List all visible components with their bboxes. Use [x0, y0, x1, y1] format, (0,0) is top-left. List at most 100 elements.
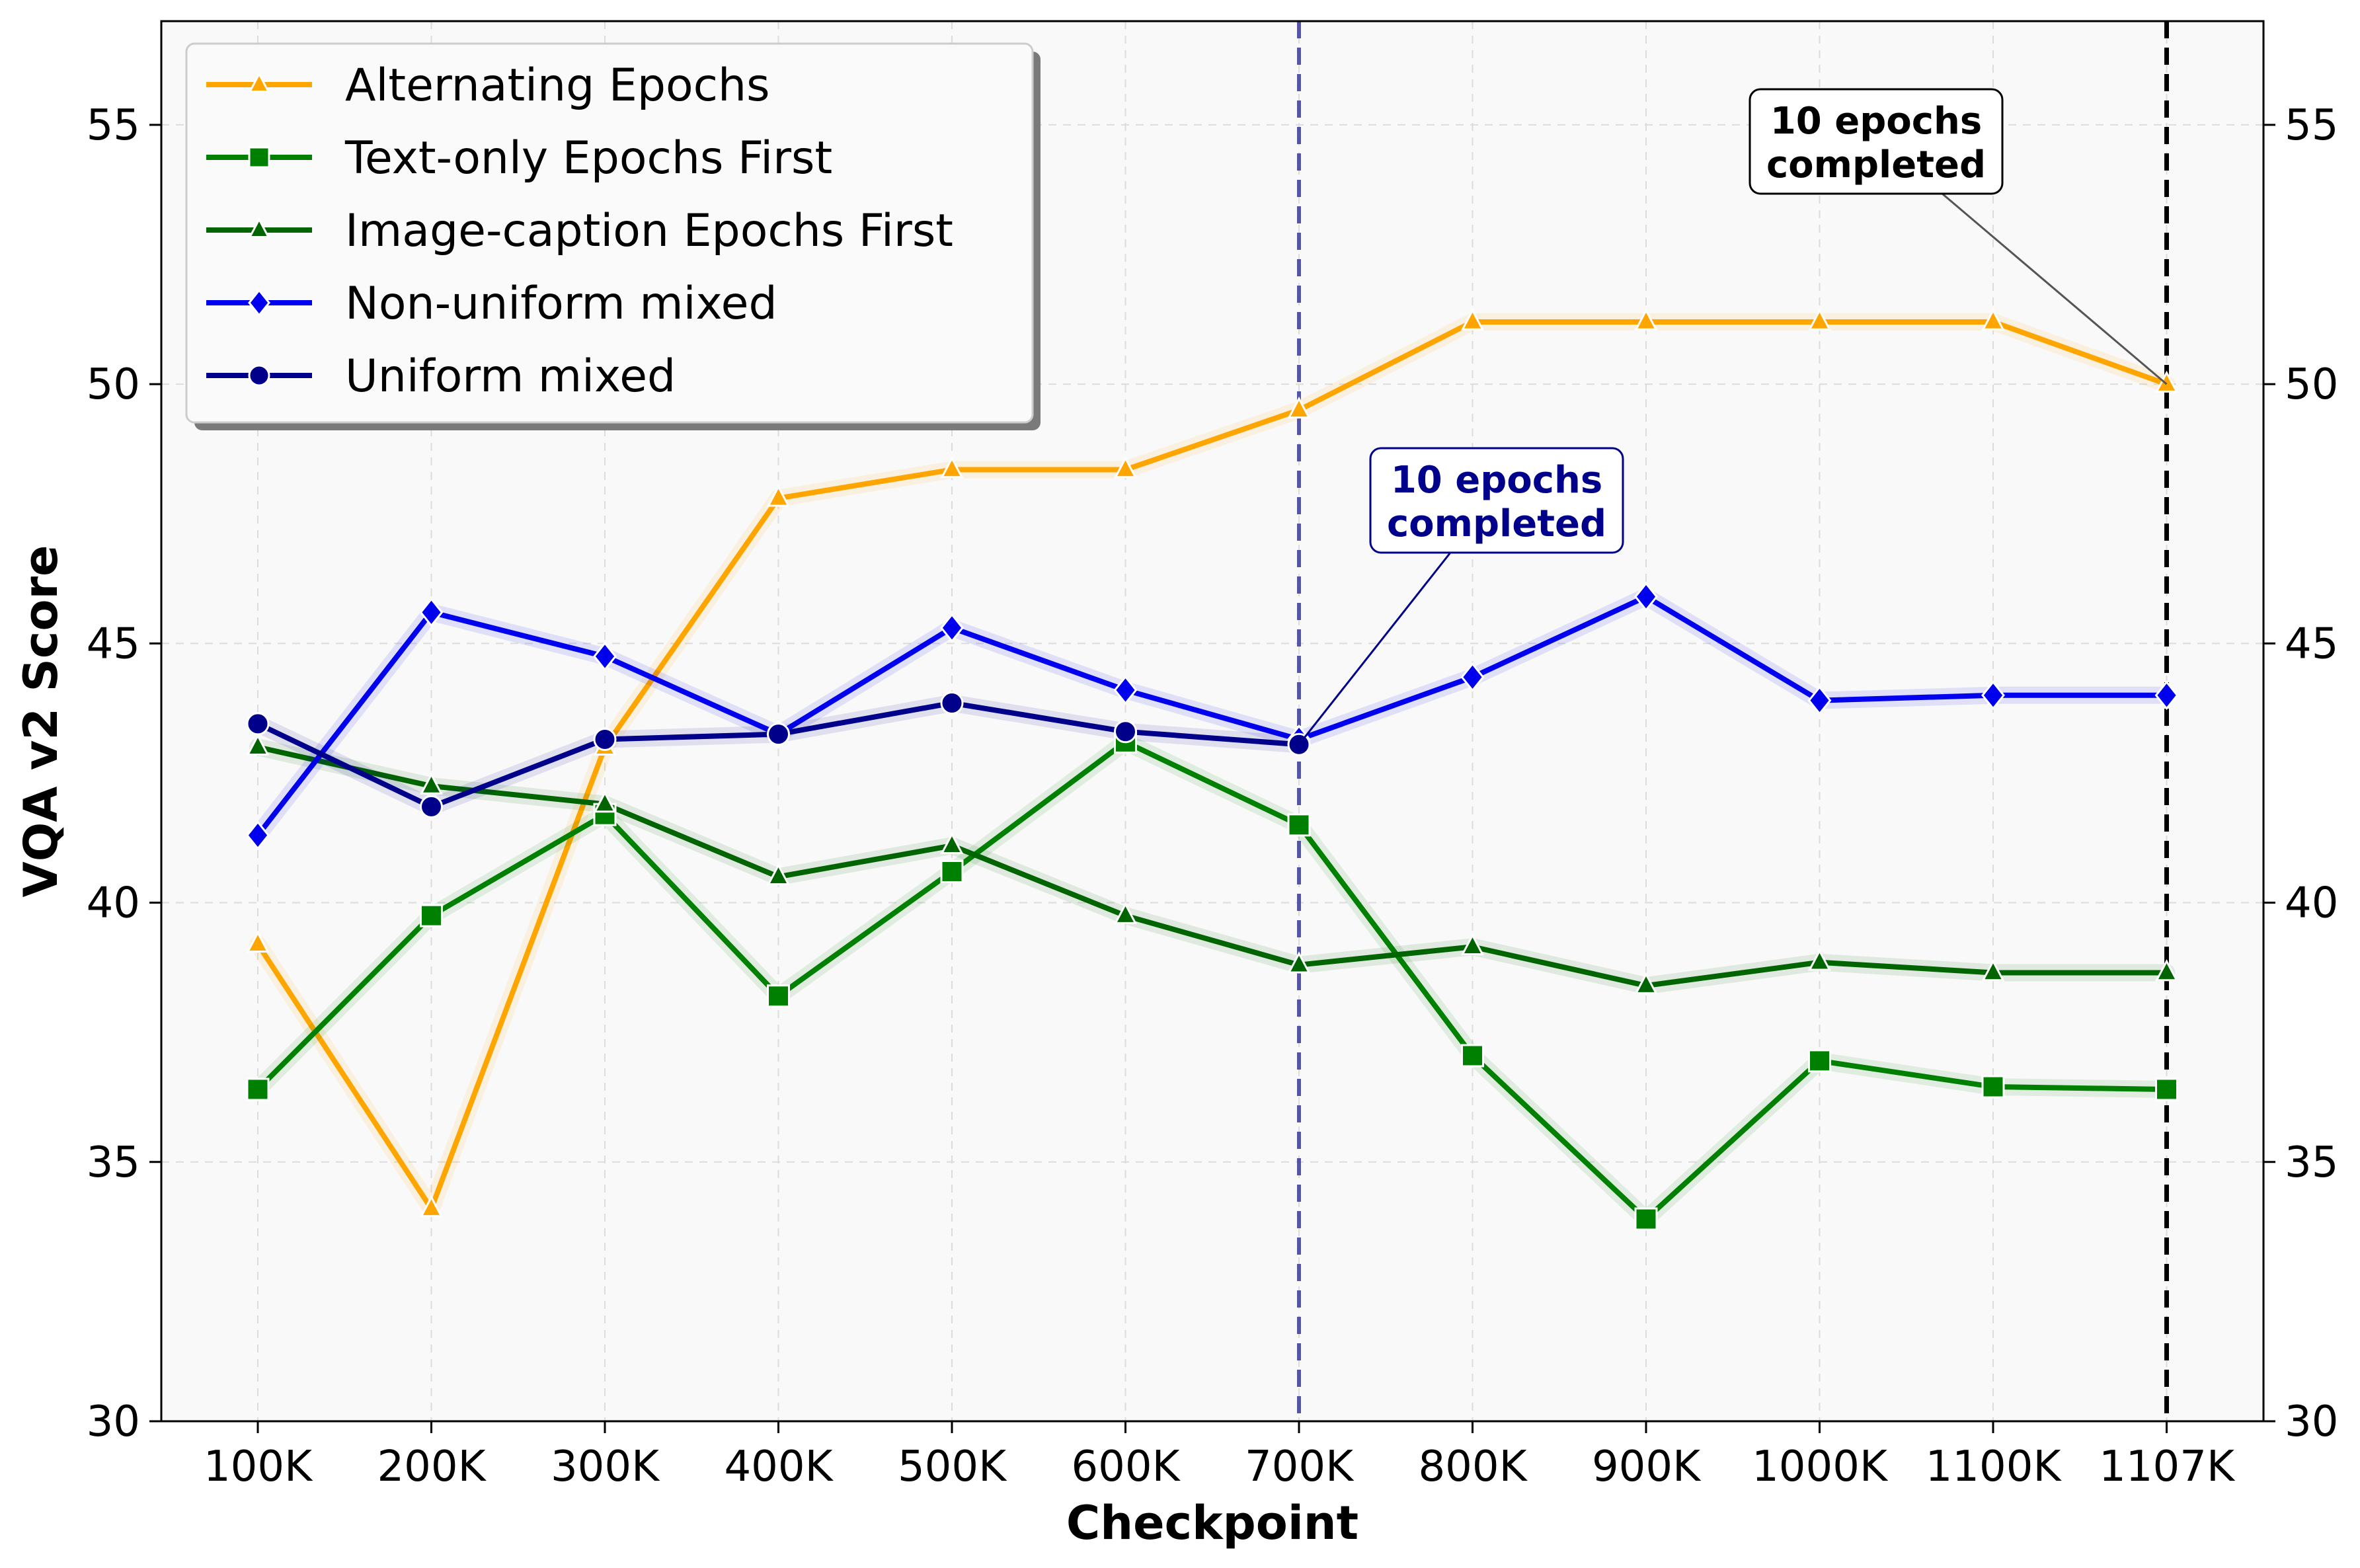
- y-tick-label-right: 35: [2285, 1138, 2338, 1187]
- legend-label: Alternating Epochs: [345, 59, 770, 112]
- data-point: [1981, 1075, 2005, 1099]
- reference-lines: [1297, 21, 2169, 1421]
- data-point: [1287, 396, 1311, 419]
- data-point: [419, 597, 444, 627]
- y-axis-ticks: 30 30 35 35 40 40 45 45 50 50 55 55: [87, 101, 2339, 1446]
- x-tick-label: 900K: [1592, 1442, 1702, 1491]
- data-point: [1287, 813, 1311, 837]
- data-point: [940, 456, 964, 479]
- data-point: [1808, 949, 1831, 971]
- data-point: [420, 795, 443, 818]
- data-point: [1981, 680, 2005, 711]
- legend-entry: Image-caption Epochs First: [206, 205, 953, 257]
- legend-label: Text-only Epochs First: [344, 132, 832, 184]
- y-tick-label: 40: [87, 879, 140, 928]
- data-point: [2154, 680, 2179, 711]
- legend-entry: Text-only Epochs First: [206, 132, 832, 184]
- y-tick-label-right: 40: [2285, 879, 2338, 928]
- y-tick-label: 50: [87, 360, 140, 409]
- data-point: [767, 485, 790, 507]
- legend-marker: [248, 71, 270, 93]
- legend-marker: [248, 217, 270, 238]
- data-point: [1634, 582, 1658, 612]
- y-axis-title: VQA v2 Score: [14, 545, 68, 898]
- x-tick-label: 400K: [724, 1442, 834, 1491]
- y-tick-label-right: 45: [2285, 619, 2338, 668]
- y-tick-label: 55: [87, 101, 140, 150]
- series-line: [255, 319, 2170, 1212]
- data-point: [593, 727, 617, 751]
- legend-entry: Alternating Epochs: [206, 59, 770, 112]
- annotation-line-1: 10 epochs: [1391, 459, 1602, 502]
- legend: Alternating Epochs Text-only Epochs First…: [185, 42, 1041, 430]
- x-tick-label: 200K: [377, 1442, 487, 1491]
- x-tick-label: 1107K: [2099, 1442, 2236, 1491]
- data-point: [420, 772, 443, 795]
- legend-label: Uniform mixed: [345, 350, 676, 403]
- data-point: [1114, 456, 1137, 479]
- legend-entry: Non-uniform mixed: [206, 278, 777, 330]
- data-point: [1461, 308, 1484, 331]
- y-tick-label-right: 50: [2285, 360, 2338, 409]
- annotation-box: [1369, 447, 1624, 554]
- data-point: [1634, 308, 1658, 331]
- x-tick-label: 600K: [1071, 1442, 1181, 1491]
- data-point: [940, 859, 964, 883]
- series-line: [255, 744, 2170, 989]
- x-tick-label: 500K: [898, 1442, 1007, 1491]
- data-point: [767, 863, 790, 886]
- annotation-line-1: 10 epochs: [1770, 100, 1982, 143]
- data-point: [940, 691, 964, 715]
- data-point: [246, 733, 270, 756]
- data-point: [940, 832, 964, 855]
- data-point: [767, 984, 790, 1008]
- data-point: [593, 641, 617, 672]
- x-tick-label: 700K: [1245, 1442, 1355, 1491]
- data-point: [940, 613, 964, 643]
- data-point: [420, 1195, 443, 1218]
- y-tick-label: 35: [87, 1138, 140, 1187]
- legend-entry: Uniform mixed: [206, 350, 676, 403]
- data-point: [246, 1078, 270, 1101]
- y-tick-label-right: 30: [2285, 1397, 2338, 1446]
- data-point: [246, 930, 270, 953]
- data-point: [2155, 370, 2178, 393]
- series-markers: [246, 308, 2179, 1231]
- data-point: [1113, 675, 1138, 705]
- data-point: [1114, 720, 1137, 744]
- data-point: [246, 712, 270, 736]
- data-point: [2155, 959, 2178, 982]
- data-point: [1460, 662, 1485, 692]
- data-point: [1461, 1044, 1484, 1068]
- x-tick-label: 100K: [204, 1442, 313, 1491]
- x-tick-label: 1100K: [1926, 1442, 2063, 1491]
- legend-marker: [248, 288, 270, 317]
- annotation-arrow: [1942, 192, 2168, 385]
- x-axis-ticks: 100K 200K 300K 400K 500K 600K 700K 800K 900K 1000…: [204, 1421, 2236, 1491]
- legend-label: Image-caption Epochs First: [345, 205, 953, 257]
- data-point: [1114, 902, 1137, 924]
- x-tick-label: 300K: [551, 1442, 660, 1491]
- x-axis-title: Checkpoint: [1066, 1496, 1358, 1550]
- legend-label: Non-uniform mixed: [345, 278, 777, 330]
- data-point: [1981, 959, 2005, 982]
- series-line: [255, 739, 2170, 1222]
- annotation-line-2: completed: [1766, 143, 1986, 186]
- data-point: [2155, 1078, 2178, 1101]
- data-point: [1981, 308, 2005, 331]
- data-point: [1461, 933, 1484, 955]
- plot-frame: [160, 20, 2265, 1423]
- annotation-line-2: completed: [1387, 502, 1606, 545]
- data-point: [1807, 686, 1832, 716]
- data-point: [1634, 1207, 1658, 1231]
- data-point: [1634, 972, 1658, 994]
- data-point: [767, 723, 790, 746]
- series-line: [255, 594, 2170, 838]
- y-tick-label: 30: [87, 1397, 140, 1446]
- y-tick-label-right: 55: [2285, 101, 2338, 150]
- annotation-box: [1749, 88, 2004, 195]
